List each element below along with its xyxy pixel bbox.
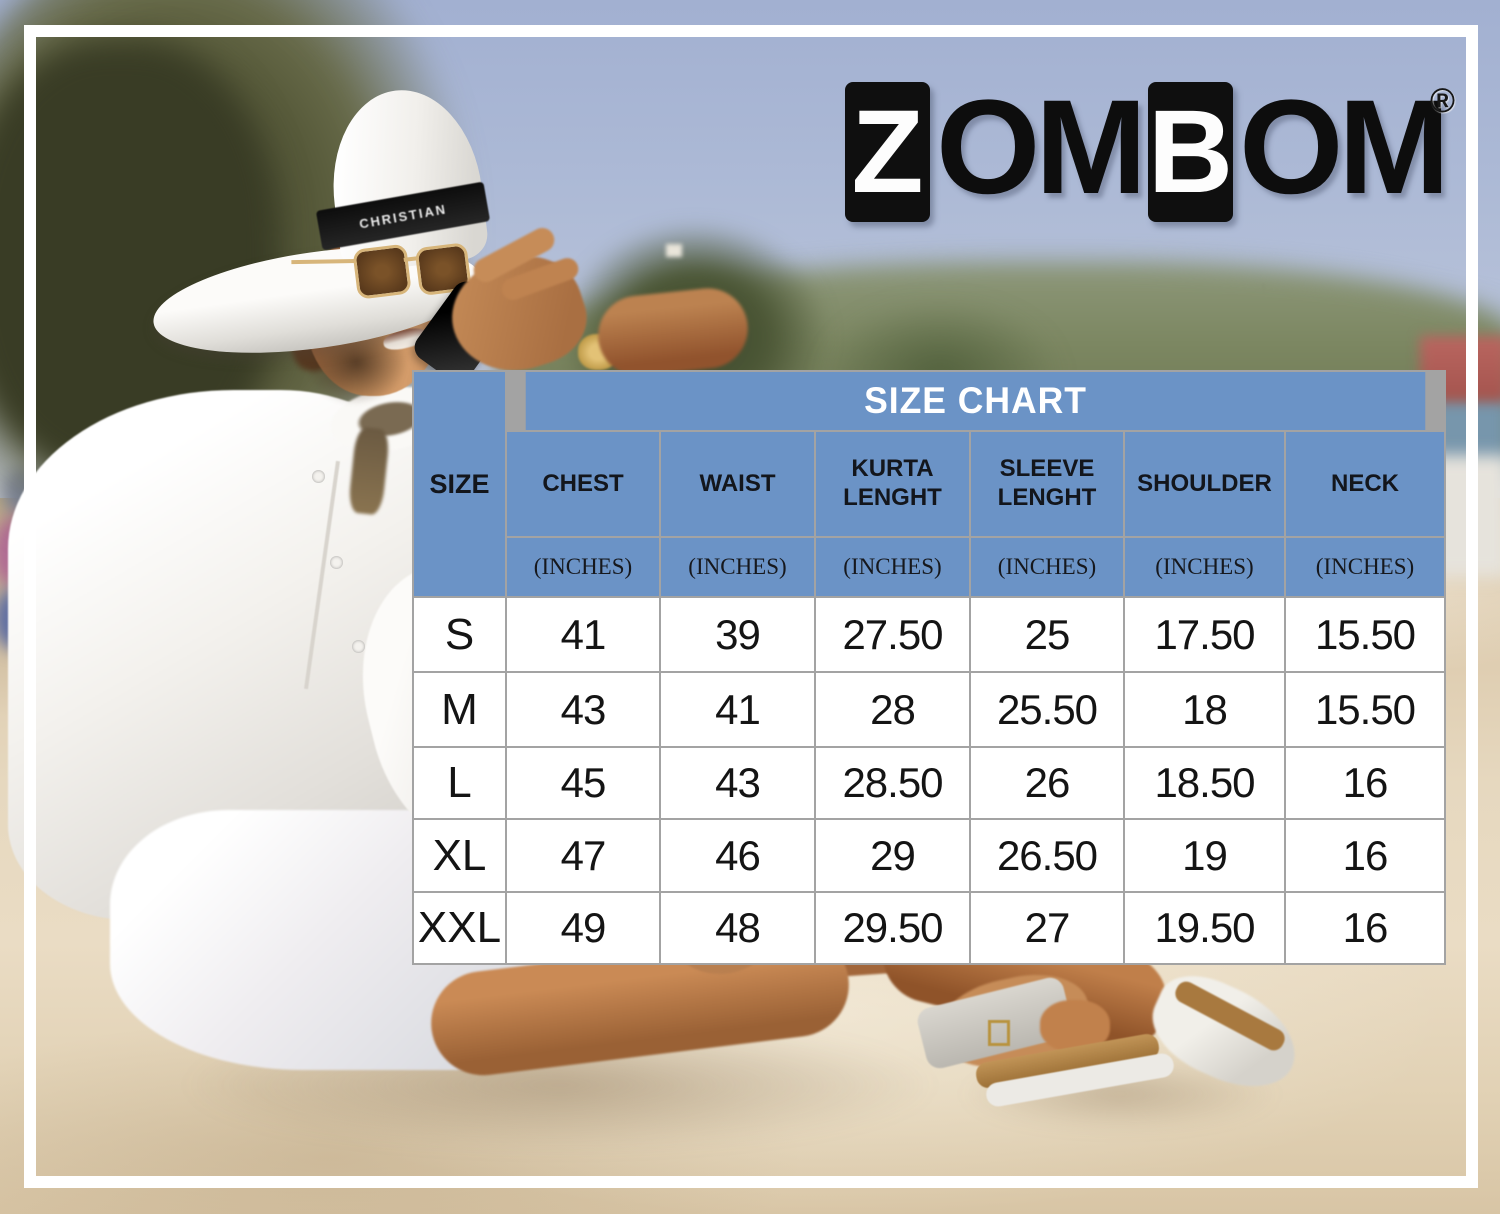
hat-band-text: CHRISTIAN bbox=[357, 200, 449, 232]
table-cell: 19 bbox=[1125, 820, 1284, 891]
logo-letters-om: OM bbox=[936, 73, 1147, 222]
logo-letters-om: OM bbox=[1239, 73, 1450, 222]
table-cell: 49 bbox=[507, 893, 659, 963]
table-cell: 29 bbox=[816, 820, 969, 891]
table-cell: 19.50 bbox=[1125, 893, 1284, 963]
row-size-label: L bbox=[414, 748, 505, 818]
size-column-header: SIZE bbox=[414, 372, 505, 596]
table-cell: 15.50 bbox=[1286, 673, 1444, 746]
column-header-chest: CHEST bbox=[507, 432, 659, 536]
shirt-button bbox=[352, 640, 365, 653]
table-cell: 18 bbox=[1125, 673, 1284, 746]
table-cell: 43 bbox=[507, 673, 659, 746]
sandal-buckle bbox=[988, 1020, 1010, 1046]
table-cell: 27.50 bbox=[816, 598, 969, 671]
unit-label: (INCHES) bbox=[661, 538, 814, 596]
unit-label: (INCHES) bbox=[971, 538, 1123, 596]
unit-label: (INCHES) bbox=[1286, 538, 1444, 596]
column-header-shoulder: SHOULDER bbox=[1125, 432, 1284, 536]
column-header-kurta-length: KURTA LENGHT bbox=[816, 432, 969, 536]
table-cell: 26 bbox=[971, 748, 1123, 818]
logo-letter-box-z: Z bbox=[845, 82, 931, 222]
column-header-sleeve-length: SLEEVE LENGHT bbox=[971, 432, 1123, 536]
logo-letter-z: Z bbox=[851, 86, 924, 218]
table-cell: 25 bbox=[971, 598, 1123, 671]
unit-label: (INCHES) bbox=[1125, 538, 1284, 596]
brand-logo: Z OM B OM ® bbox=[845, 73, 1455, 222]
table-cell: 27 bbox=[971, 893, 1123, 963]
shirt-button bbox=[330, 556, 343, 569]
size-chart-title: SIZE CHART bbox=[525, 372, 1426, 430]
row-size-label: S bbox=[414, 598, 505, 671]
table-cell: 48 bbox=[661, 893, 814, 963]
table-cell: 17.50 bbox=[1125, 598, 1284, 671]
table-cell: 39 bbox=[661, 598, 814, 671]
table-cell: 29.50 bbox=[816, 893, 969, 963]
table-cell: 15.50 bbox=[1286, 598, 1444, 671]
column-header-neck: NECK bbox=[1286, 432, 1444, 536]
sunglasses-lens bbox=[352, 243, 412, 300]
table-cell: 28 bbox=[816, 673, 969, 746]
table-cell: 18.50 bbox=[1125, 748, 1284, 818]
logo-letter-box-b: B bbox=[1147, 82, 1234, 222]
unit-label: (INCHES) bbox=[507, 538, 659, 596]
table-cell: 16 bbox=[1286, 748, 1444, 818]
table-cell: 46 bbox=[661, 820, 814, 891]
table-cell: 43 bbox=[661, 748, 814, 818]
table-cell: 16 bbox=[1286, 893, 1444, 963]
distant-house bbox=[666, 244, 682, 257]
table-cell: 16 bbox=[1286, 820, 1444, 891]
table-cell: 45 bbox=[507, 748, 659, 818]
table-cell: 25.50 bbox=[971, 673, 1123, 746]
row-size-label: XL bbox=[414, 820, 505, 891]
logo-letter-b: B bbox=[1147, 86, 1234, 218]
row-size-label: M bbox=[414, 673, 505, 746]
table-cell: 47 bbox=[507, 820, 659, 891]
shirt-button bbox=[312, 470, 325, 483]
unit-label: (INCHES) bbox=[816, 538, 969, 596]
table-cell: 41 bbox=[661, 673, 814, 746]
row-size-label: XXL bbox=[414, 893, 505, 963]
size-chart-table: SIZE SIZE CHART CHEST WAIST KURTA LENGHT… bbox=[412, 370, 1446, 965]
table-cell: 28.50 bbox=[816, 748, 969, 818]
table-cell: 41 bbox=[507, 598, 659, 671]
column-header-waist: WAIST bbox=[661, 432, 814, 536]
table-cell: 26.50 bbox=[971, 820, 1123, 891]
registered-trademark-icon: ® bbox=[1429, 82, 1455, 120]
